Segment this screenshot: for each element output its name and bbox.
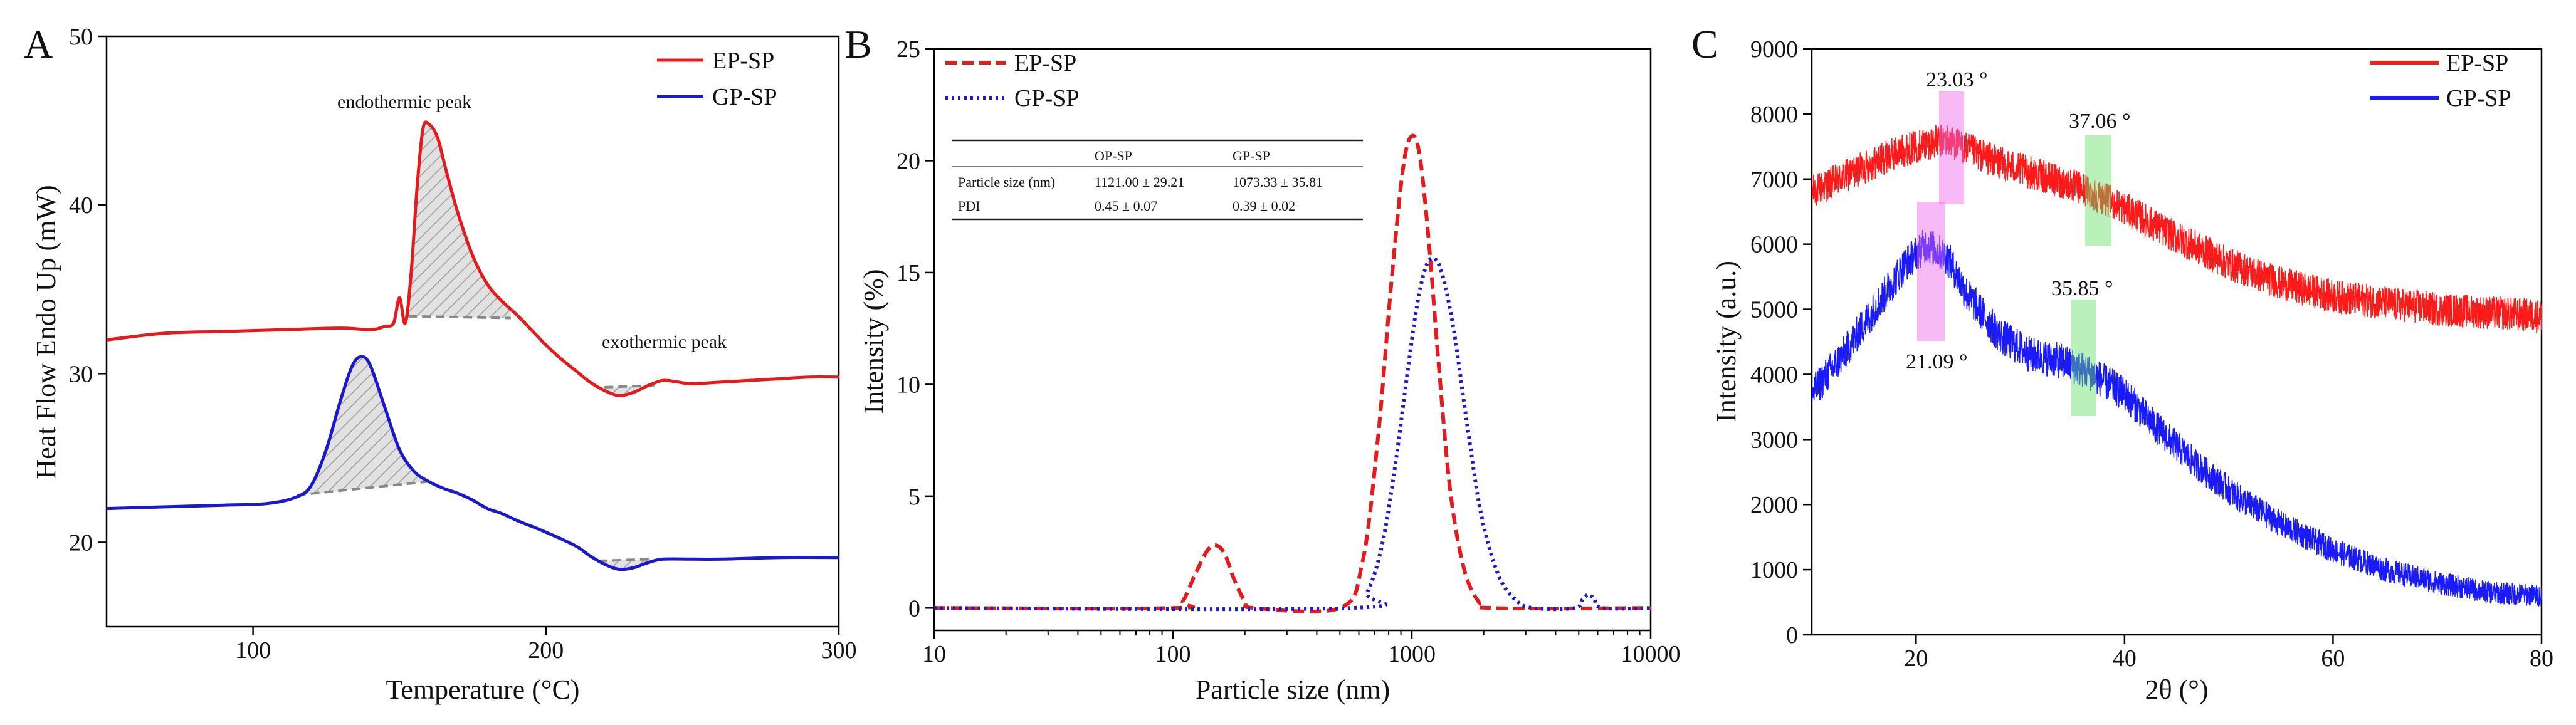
panel-b-table-cell-r2c2: 0.45 ± 0.07 xyxy=(1095,198,1157,214)
panel-b-x-tick-label: 10000 xyxy=(1621,641,1681,667)
panel-a: A 100 200 300 20 30 40 50 endothermic peak exo… xyxy=(24,22,857,705)
panel-c-y-tick-label: 9000 xyxy=(1750,36,1798,63)
panel-a-letter: A xyxy=(24,22,53,66)
panel-a-y-tick-label: 50 xyxy=(69,24,93,50)
panel-c-series-gp-sp xyxy=(1812,230,2542,607)
panel-a-ep-endothermic-fill-baseline xyxy=(408,315,511,320)
panel-b-y-tick-label: 15 xyxy=(896,260,920,286)
panel-b-y-axis-label: Intensity (%) xyxy=(858,269,889,414)
panel-c-highlight-gp-21 xyxy=(1917,202,1945,341)
panel-b-x-tick-label: 10 xyxy=(922,641,946,667)
panel-a-series-ep-sp xyxy=(107,120,839,397)
panel-b-legend-label-ep: EP-SP xyxy=(1014,50,1076,76)
panel-a-annotation-exothermic: exothermic peak xyxy=(602,331,727,352)
panel-c-legend-label-gp: GP-SP xyxy=(2446,85,2511,112)
panel-a-legend-label-gp: GP-SP xyxy=(712,84,777,110)
panel-b-table-cell-r2c3: 0.39 ± 0.02 xyxy=(1233,198,1295,214)
panel-b-table-cell-r1c1: Particle size (nm) xyxy=(958,174,1055,190)
panel-b-y-tick-label: 5 xyxy=(908,484,920,510)
panel-b-axes: 10 100 1000 10000 0 5 10 15 20 25 xyxy=(896,36,1681,667)
panel-c-series xyxy=(1812,125,2542,607)
panel-b-table-header-op: OP-SP xyxy=(1095,148,1132,164)
panel-c-peak-label-37: 37.06 ° xyxy=(2069,110,2131,133)
panel-c-legend: EP-SP GP-SP xyxy=(2370,50,2511,112)
panel-a-frame xyxy=(105,35,840,628)
panel-a-axes: 100 200 300 20 30 40 50 xyxy=(69,24,857,664)
panel-b-series xyxy=(934,133,1651,613)
panel-a-y-axis-label: Heat Flow Endo Up (mW) xyxy=(31,185,61,479)
panel-a-legend: EP-SP GP-SP xyxy=(657,48,777,110)
panel-c-axes: 20 40 60 80 0 1000 2000 3000 4000 5000 6000 7000 800… xyxy=(1750,36,2553,672)
panel-c-x-tick-label: 20 xyxy=(1904,645,1928,672)
panel-a-gp-endothermic-fill-baseline xyxy=(297,480,429,497)
panel-b-series-gp-sp xyxy=(934,256,1651,612)
panel-c-x-axis-label: 2θ (°) xyxy=(2145,674,2209,705)
panel-a-x-tick-label: 200 xyxy=(528,637,564,664)
panel-c-letter: C xyxy=(1691,22,1718,66)
panel-c-y-tick-label: 7000 xyxy=(1750,167,1798,193)
panel-b-legend: EP-SP GP-SP xyxy=(945,50,1080,112)
panel-b-table-cell-r1c2: 1121.00 ± 29.21 xyxy=(1095,174,1184,190)
panel-c-y-tick-label: 6000 xyxy=(1750,232,1798,258)
panel-a-y-tick-label: 40 xyxy=(69,192,93,219)
panel-a-gp-exothermic-fill-baseline xyxy=(598,558,652,563)
panel-a-y-tick-label: 30 xyxy=(69,361,93,387)
panel-b-y-tick-label: 0 xyxy=(908,595,920,622)
panel-a-legend-label-ep: EP-SP xyxy=(712,48,774,74)
panel-c-peak-label-35: 35.85 ° xyxy=(2051,277,2113,300)
panel-b-y-tick-label: 20 xyxy=(896,148,920,174)
panel-c-y-tick-label: 5000 xyxy=(1750,297,1798,323)
panel-a-series-gp-sp xyxy=(107,355,839,571)
panel-b-letter: B xyxy=(845,22,872,66)
panel-b-x-tick-label: 100 xyxy=(1155,641,1191,667)
panel-c-y-tick-label: 0 xyxy=(1786,622,1798,649)
panel-c-y-tick-label: 1000 xyxy=(1750,557,1798,583)
panel-b-y-tick-label: 10 xyxy=(896,372,920,398)
panel-c-peak-label-23: 23.03 ° xyxy=(1926,68,1988,91)
panel-c-x-tick-label: 40 xyxy=(2113,645,2137,672)
panel-c-highlight-ep-37 xyxy=(2085,135,2111,246)
panel-c-x-tick-label: 80 xyxy=(2530,645,2553,672)
panel-c-peak-label-21: 21.09 ° xyxy=(1906,350,1968,373)
panel-c-frame xyxy=(1811,48,2543,636)
panel-c-y-tick-label: 2000 xyxy=(1750,492,1798,518)
panel-a-series xyxy=(107,120,839,571)
panel-a-x-tick-label: 300 xyxy=(821,637,857,664)
panel-a-annotation-endothermic: endothermic peak xyxy=(337,91,471,112)
panel-b-frame xyxy=(933,48,1652,632)
panel-b-table-header-gp: GP-SP xyxy=(1233,148,1270,164)
panel-c-x-tick-label: 60 xyxy=(2321,645,2345,672)
panel-c-y-tick-label: 3000 xyxy=(1750,427,1798,453)
panel-c-y-tick-label: 4000 xyxy=(1750,362,1798,388)
panel-a-y-tick-label: 20 xyxy=(69,529,93,556)
panel-b-x-tick-label: 1000 xyxy=(1388,641,1436,667)
panel-b-x-axis-label: Particle size (nm) xyxy=(1196,674,1390,705)
panel-b: B 10 100 1000 10000 0 5 10 15 20 25 OP-SP GP-SP P… xyxy=(845,22,1681,705)
panel-b-series-ep-sp xyxy=(934,133,1651,613)
panel-c: C 20 40 60 80 0 1000 2000 3000 4000 5000 6000 7000 8… xyxy=(1691,22,2553,705)
panel-c-peak-highlights xyxy=(1917,91,2111,416)
panel-a-x-axis-label: Temperature (°C) xyxy=(386,674,580,705)
panel-b-legend-label-gp: GP-SP xyxy=(1014,85,1080,112)
panel-c-y-axis-label: Intensity (a.u.) xyxy=(1711,261,1742,422)
panel-a-ep-exothermic-fill xyxy=(604,383,655,396)
panel-c-highlight-ep-23 xyxy=(1939,91,1964,204)
panel-c-legend-label-ep: EP-SP xyxy=(2446,50,2508,76)
panel-c-y-tick-label: 8000 xyxy=(1750,102,1798,128)
panel-a-x-tick-label: 100 xyxy=(235,637,271,664)
panel-c-series-ep-sp xyxy=(1812,125,2542,334)
panel-b-y-tick-label: 25 xyxy=(896,36,920,63)
panel-c-highlight-gp-36 xyxy=(2071,300,2096,416)
panel-b-table-cell-r1c3: 1073.33 ± 35.81 xyxy=(1233,174,1323,190)
panel-a-gp-endothermic-fill xyxy=(297,357,429,497)
panel-b-table: OP-SP GP-SP Particle size (nm) 1121.00 ±… xyxy=(952,139,1363,221)
panel-b-table-cell-r2c1: PDI xyxy=(958,198,980,214)
